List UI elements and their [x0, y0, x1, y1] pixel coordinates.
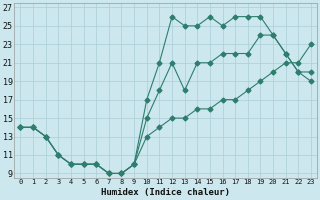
X-axis label: Humidex (Indice chaleur): Humidex (Indice chaleur)	[101, 188, 230, 197]
